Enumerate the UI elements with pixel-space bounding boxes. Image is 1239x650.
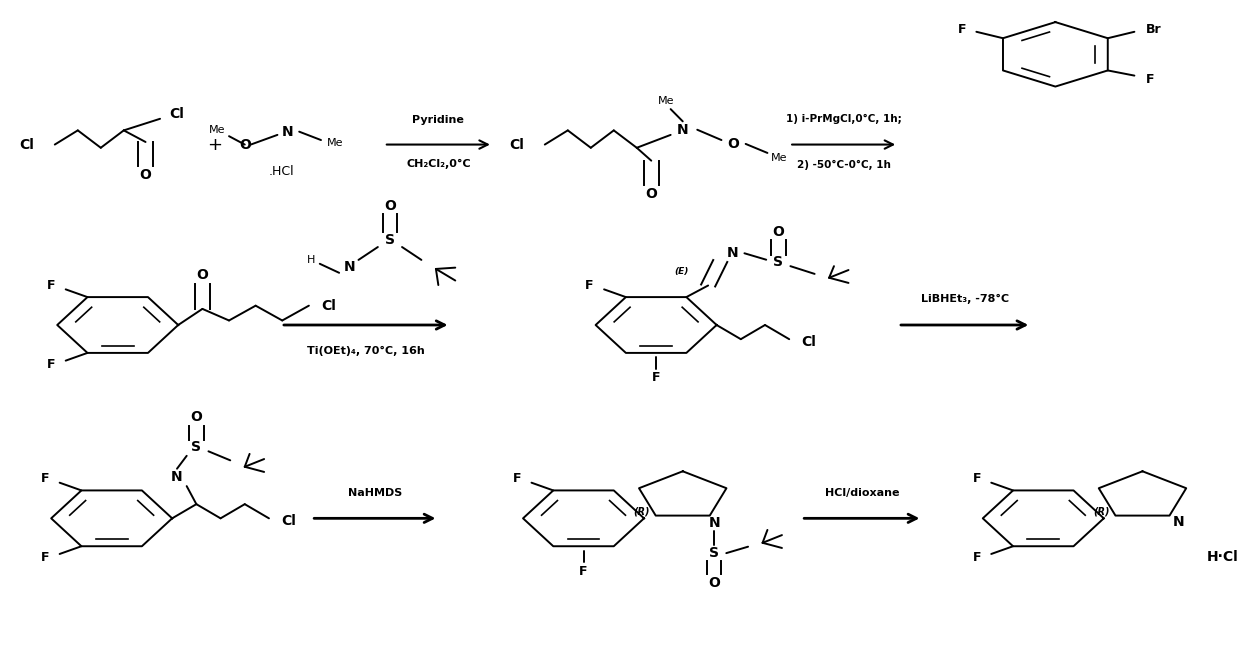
Text: S: S <box>191 441 202 454</box>
Text: N: N <box>709 517 720 530</box>
Text: H: H <box>307 255 316 265</box>
Text: F: F <box>41 473 50 486</box>
Text: O: O <box>191 410 202 424</box>
Text: (R): (R) <box>1093 507 1110 517</box>
Text: +: + <box>207 136 222 153</box>
Text: O: O <box>727 137 740 151</box>
Text: F: F <box>41 551 50 564</box>
Text: 1) i-PrMgCl,0°C, 1h;: 1) i-PrMgCl,0°C, 1h; <box>786 114 902 124</box>
Text: N: N <box>344 260 356 274</box>
Text: (R): (R) <box>633 507 649 517</box>
Text: CH₂Cl₂,0°C: CH₂Cl₂,0°C <box>406 159 471 169</box>
Text: F: F <box>585 279 593 292</box>
Text: LiBHEt₃, -78°C: LiBHEt₃, -78°C <box>921 294 1009 304</box>
Text: O: O <box>709 576 720 590</box>
Text: Cl: Cl <box>170 107 185 121</box>
Text: F: F <box>973 551 981 564</box>
Text: S: S <box>773 255 783 269</box>
Text: Me: Me <box>208 125 225 135</box>
Text: F: F <box>47 279 56 292</box>
Text: .HCl: .HCl <box>268 165 294 178</box>
Text: (E): (E) <box>674 266 689 276</box>
Text: Ti(OEt)₄, 70°C, 16h: Ti(OEt)₄, 70°C, 16h <box>307 346 425 356</box>
Text: Me: Me <box>771 153 788 163</box>
Text: O: O <box>140 168 151 183</box>
Text: S: S <box>709 546 719 560</box>
Text: N: N <box>171 470 183 484</box>
Text: F: F <box>580 565 587 578</box>
Text: F: F <box>513 473 522 486</box>
Text: F: F <box>652 371 660 384</box>
Text: O: O <box>197 268 208 282</box>
Text: 2) -50°C-0°C, 1h: 2) -50°C-0°C, 1h <box>797 160 891 170</box>
Text: NaHMDS: NaHMDS <box>348 488 403 497</box>
Text: N: N <box>726 246 738 260</box>
Text: N: N <box>676 123 689 136</box>
Text: Pyridine: Pyridine <box>413 115 465 125</box>
Text: S: S <box>385 233 395 247</box>
Text: Cl: Cl <box>509 138 524 151</box>
Text: Cl: Cl <box>321 298 336 313</box>
Text: Br: Br <box>1146 23 1161 36</box>
Text: H·Cl: H·Cl <box>1207 550 1238 564</box>
Text: O: O <box>772 225 784 239</box>
Text: Cl: Cl <box>802 335 817 349</box>
Text: Cl: Cl <box>281 514 296 528</box>
Text: Cl: Cl <box>20 138 35 151</box>
Text: F: F <box>973 473 981 486</box>
Text: F: F <box>1146 73 1155 86</box>
Text: Me: Me <box>327 138 343 148</box>
Text: HCl/dioxane: HCl/dioxane <box>824 488 900 497</box>
Text: F: F <box>958 23 966 36</box>
Text: F: F <box>47 358 56 371</box>
Text: O: O <box>384 199 396 213</box>
Text: N: N <box>1173 515 1184 528</box>
Text: N: N <box>281 125 292 138</box>
Text: Me: Me <box>658 96 674 107</box>
Text: O: O <box>646 187 657 202</box>
Text: O: O <box>239 138 250 151</box>
